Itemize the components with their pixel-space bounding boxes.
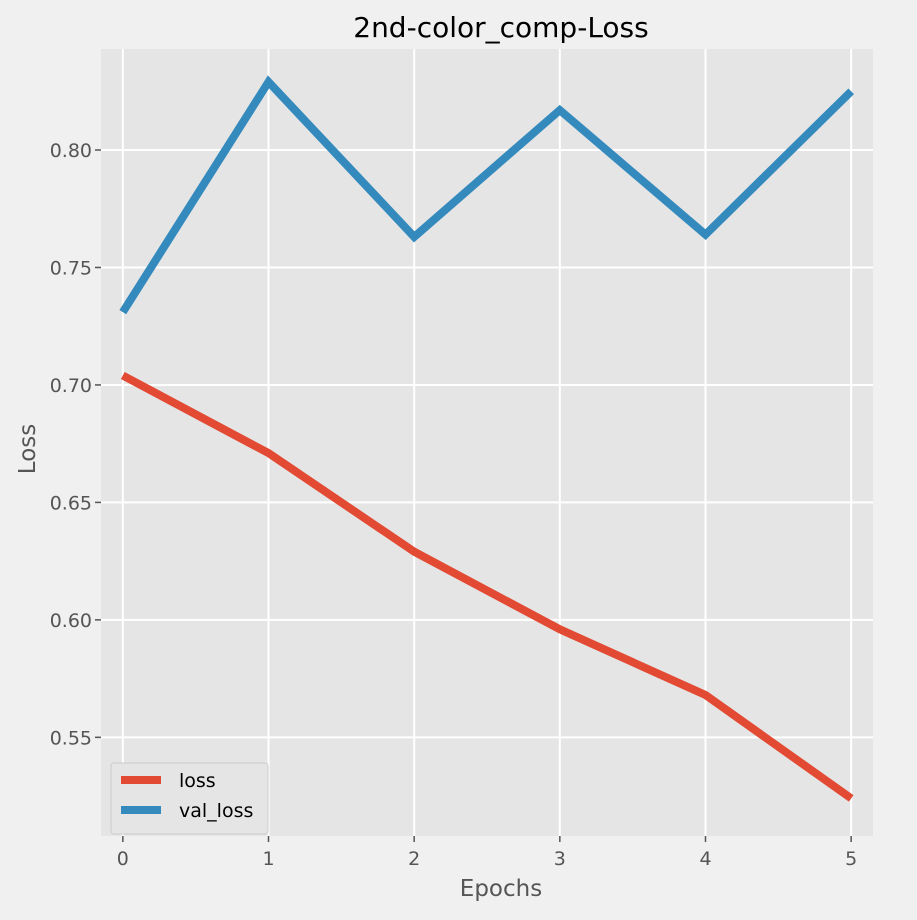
legend: loss val_loss [110, 762, 269, 835]
x-tick-label: 0 [117, 848, 129, 870]
chart-title: 2nd-color_comp-Loss [353, 11, 648, 44]
x-tick-label: 2 [408, 848, 420, 870]
y-tick-label: 0.55 [50, 727, 92, 749]
plot-area [101, 49, 873, 836]
y-tick-label: 0.70 [50, 375, 92, 397]
legend-label-loss: loss [179, 770, 216, 792]
axis-ticks: 0 1 2 3 4 5 0.55 0.60 0.65 0.70 0.75 0.80 [50, 140, 858, 870]
y-tick-label: 0.65 [50, 492, 92, 514]
series-line-loss [120, 371, 854, 802]
legend-label-val-loss: val_loss [179, 800, 253, 822]
x-tick-label: 1 [262, 848, 274, 870]
grid [101, 49, 873, 836]
x-tick-label: 5 [845, 848, 857, 870]
x-tick-label: 4 [699, 848, 711, 870]
x-axis-label: Epochs [460, 876, 542, 902]
y-axis-label: Loss [15, 424, 41, 474]
series-lines [119, 75, 855, 802]
series-line-val-loss [119, 75, 855, 315]
y-tick-label: 0.60 [50, 610, 92, 632]
y-tick-label: 0.80 [50, 140, 92, 162]
y-tick-label: 0.75 [50, 257, 92, 279]
x-tick-label: 3 [554, 848, 566, 870]
